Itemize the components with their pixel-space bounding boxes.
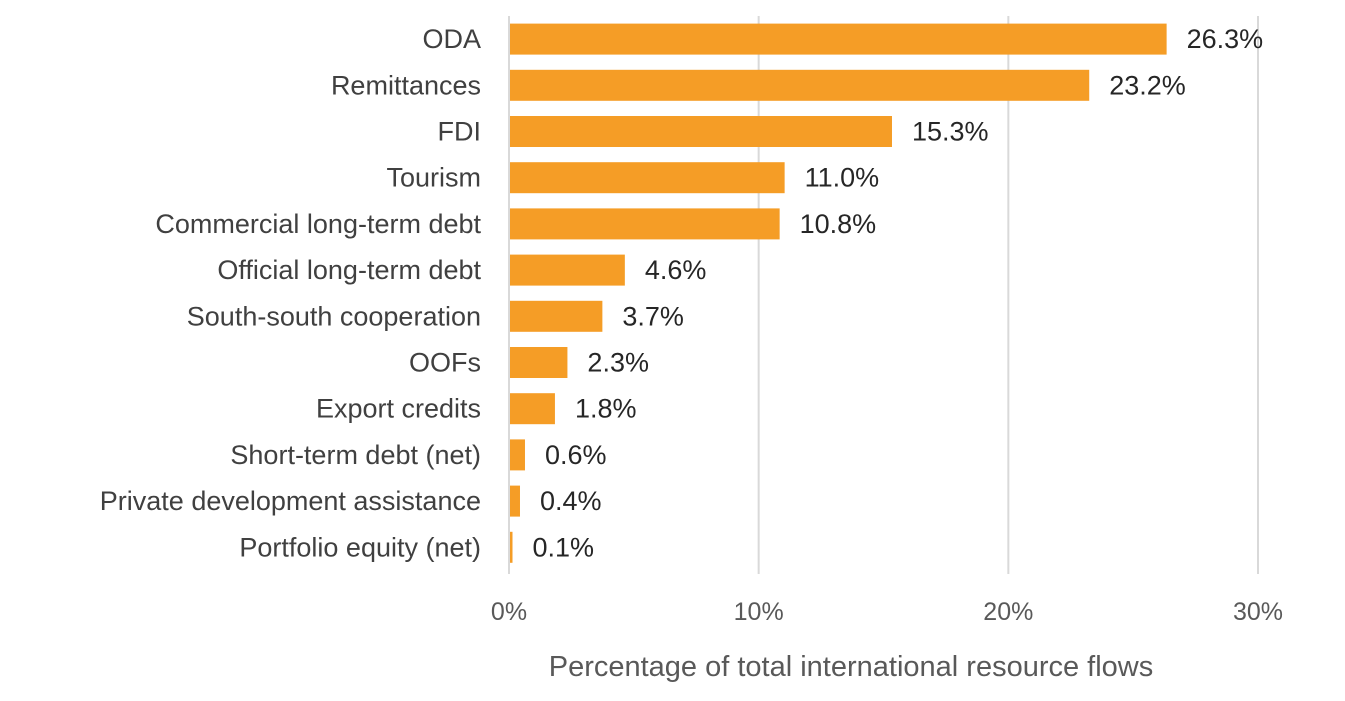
category-label: Tourism (386, 163, 481, 193)
data-label: 1.8% (575, 394, 637, 424)
data-label: 26.3% (1187, 24, 1264, 54)
bar (510, 347, 568, 378)
category-label: Commercial long-term debt (155, 209, 481, 239)
category-label: FDI (438, 117, 482, 147)
x-tick-label: 10% (734, 598, 784, 626)
bar (510, 208, 780, 240)
category-label: OOFs (409, 348, 481, 378)
bar (510, 393, 555, 425)
bar (510, 485, 520, 517)
data-label: 4.6% (645, 255, 707, 285)
data-label: 23.2% (1109, 70, 1186, 100)
data-label: 10.8% (800, 209, 877, 239)
category-label: ODA (422, 24, 481, 54)
category-label: Portfolio equity (net) (239, 532, 481, 562)
bar (510, 116, 892, 147)
data-labels: 26.3%23.2% 15.3% 11.0% 10.8% 4.6% 3.7% 2.3% 1.8… (532, 24, 1263, 562)
bar (510, 439, 525, 471)
bar (510, 69, 1090, 101)
bar (510, 300, 603, 332)
x-tick-label: 30% (1233, 598, 1283, 626)
category-label: South-south cooperation (187, 301, 481, 331)
data-label: 2.3% (587, 348, 649, 378)
data-label: 0.6% (545, 440, 607, 470)
x-axis-ticks: 0% 10% 20% 30% (491, 598, 1283, 626)
category-label: Private development assistance (100, 486, 481, 516)
bars (510, 23, 1167, 563)
data-label: 0.4% (540, 486, 602, 516)
x-tick-label: 0% (491, 598, 527, 626)
category-label: Short-term debt (net) (230, 440, 481, 470)
category-labels: ODA Remittances FDI Tourism Commercial long-… (100, 24, 482, 562)
bar (510, 254, 625, 286)
data-label: 11.0% (805, 163, 880, 193)
category-label: Official long-term debt (217, 255, 481, 285)
x-tick-label: 20% (983, 598, 1033, 626)
data-label: 15.3% (912, 117, 989, 147)
category-label: Export credits (316, 394, 481, 424)
bar (510, 531, 513, 563)
bar (510, 23, 1167, 55)
data-label: 3.7% (622, 301, 684, 331)
bar (510, 162, 785, 194)
x-axis-title: Percentage of total international resour… (549, 651, 1154, 683)
gridlines (508, 16, 1259, 574)
category-label: Remittances (331, 70, 481, 100)
data-label: 0.1% (532, 532, 594, 562)
